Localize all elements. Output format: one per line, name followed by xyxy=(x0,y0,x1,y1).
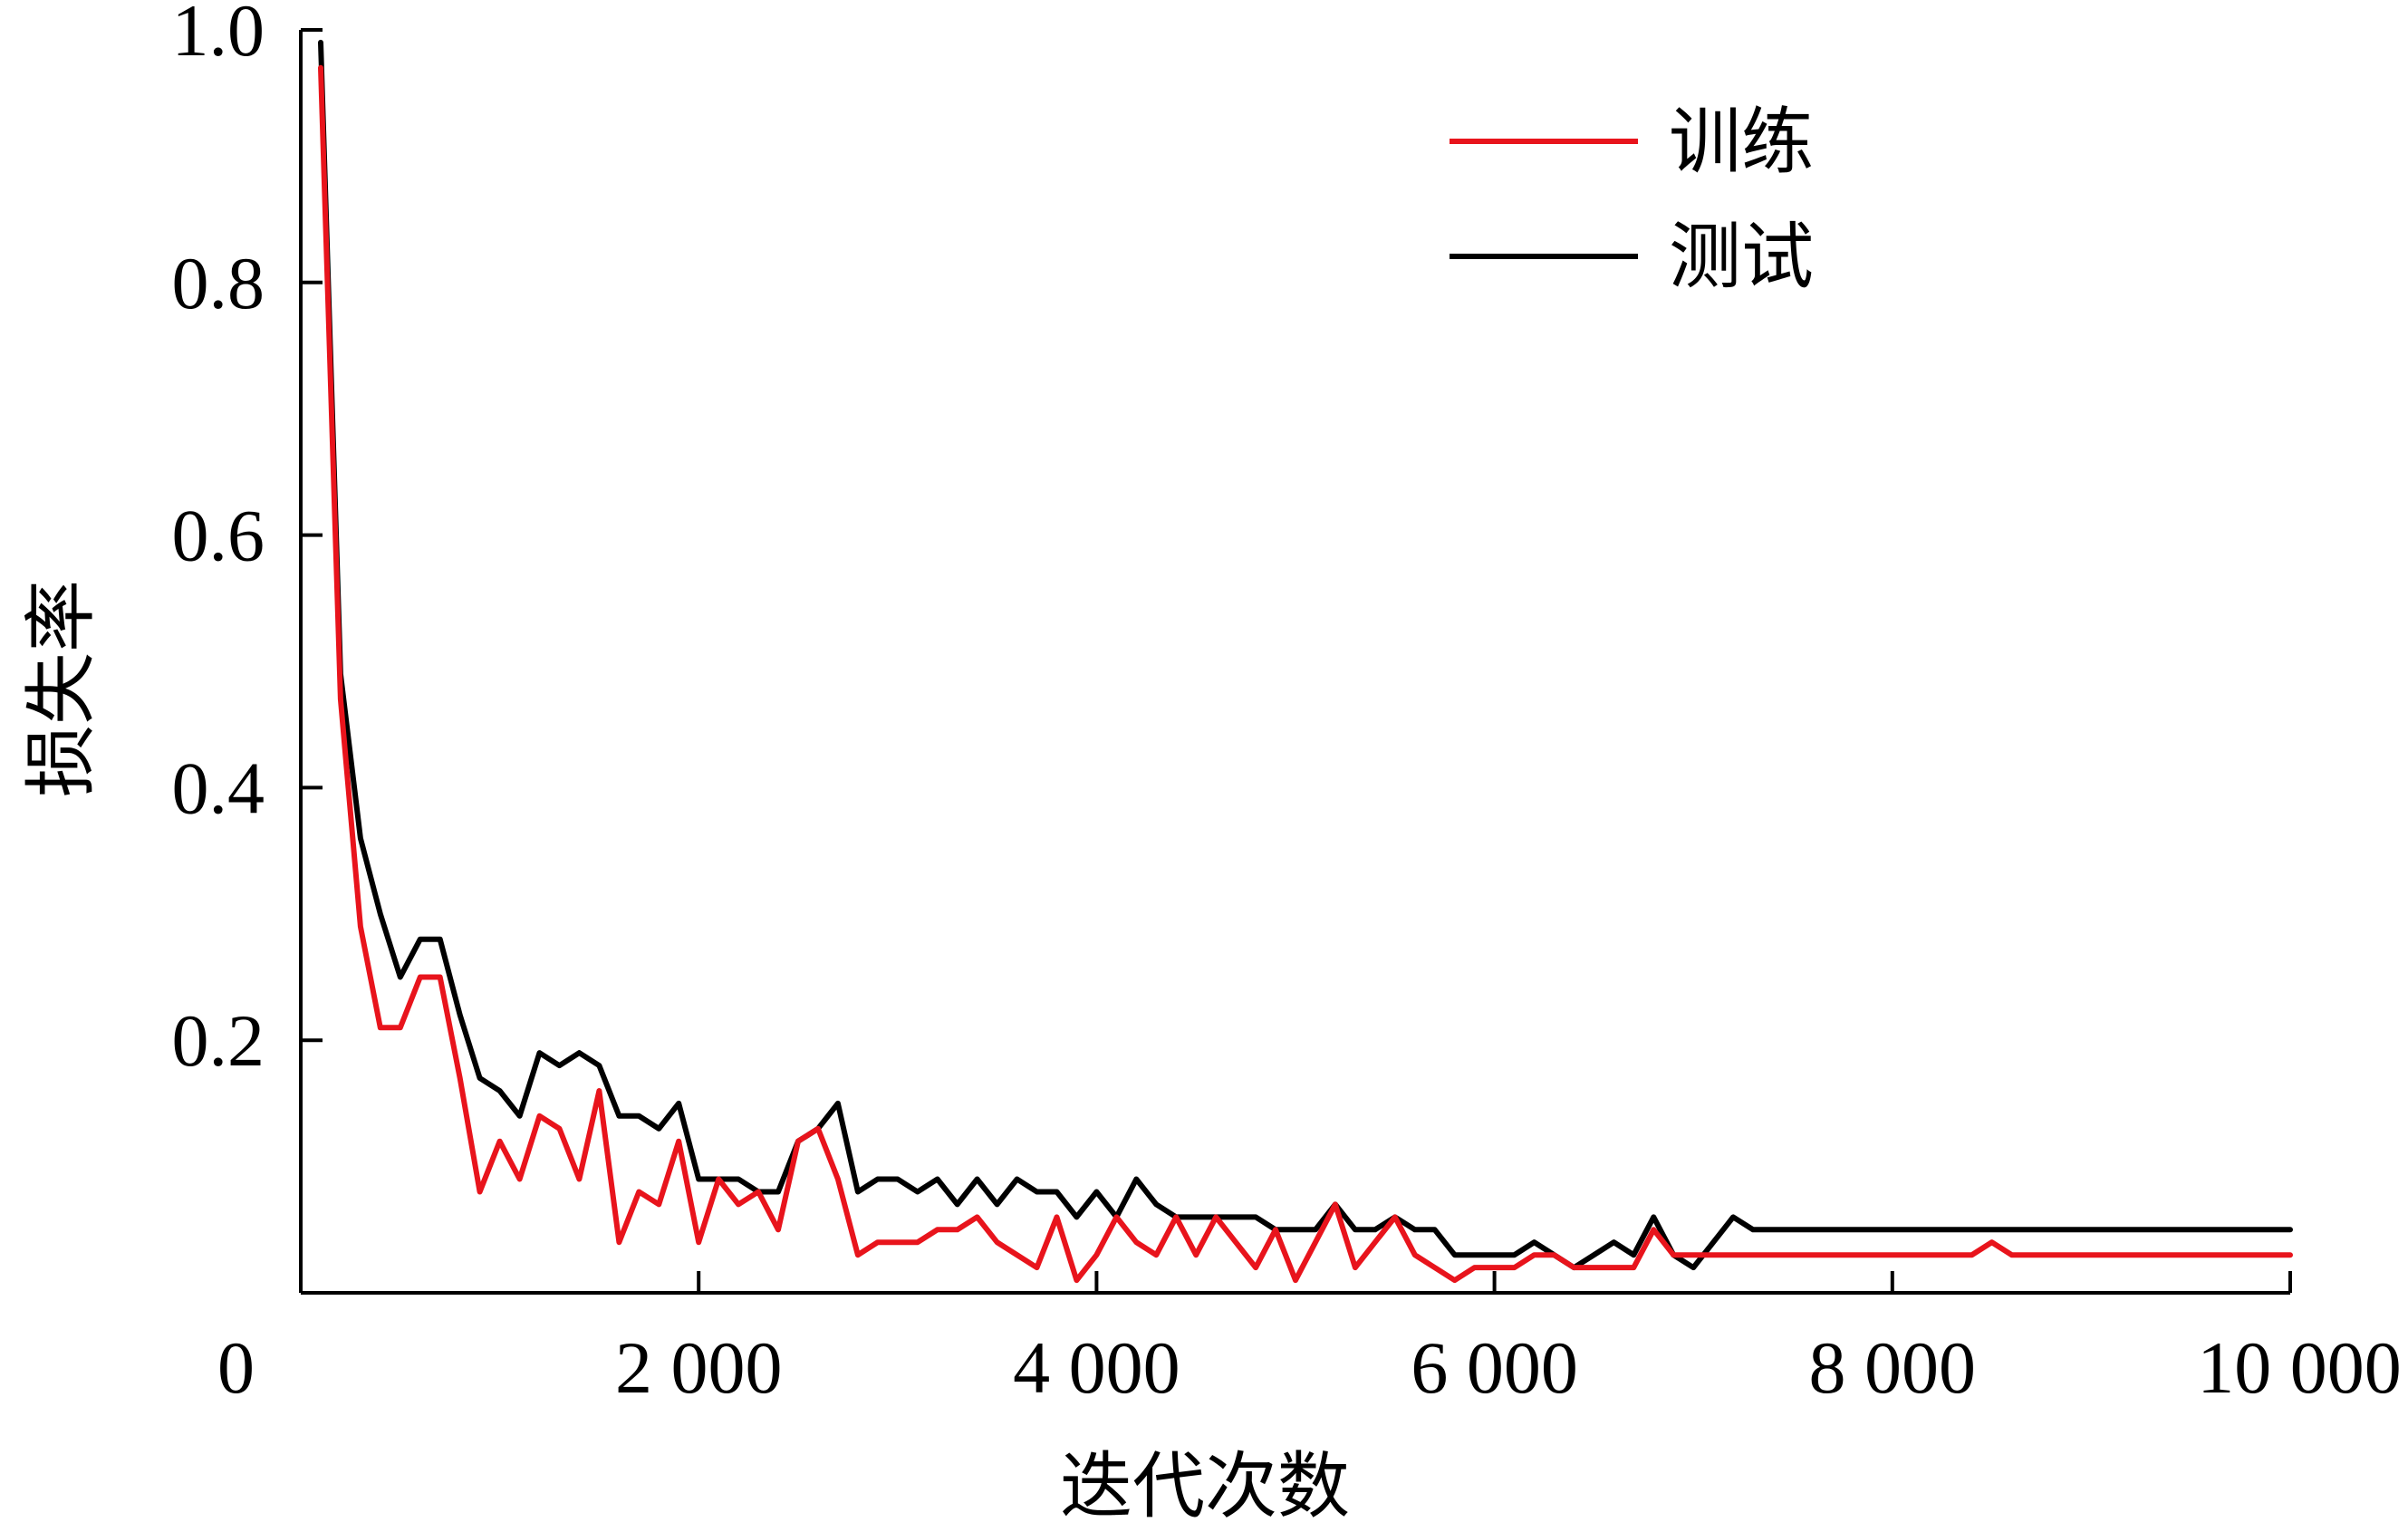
x-tick-label: 0 xyxy=(217,1326,255,1409)
x-tick-label: 4 000 xyxy=(1013,1326,1180,1409)
x-tick-label: 2 000 xyxy=(615,1326,783,1409)
x-tick-label: 6 000 xyxy=(1411,1326,1578,1409)
y-axis-title: 损失率 xyxy=(19,580,103,797)
y-tick-label: 0.6 xyxy=(172,495,265,577)
series-line-train xyxy=(318,64,2293,1284)
x-axis-title: 迭代次数 xyxy=(1060,1444,1350,1528)
y-tick-label: 0.2 xyxy=(172,999,265,1082)
y-tick-label: 0.8 xyxy=(172,242,265,324)
y-tick-label: 1.0 xyxy=(172,0,265,72)
legend-label-test: 测试 xyxy=(1669,215,1814,299)
series-line-test xyxy=(318,39,2293,1271)
x-tick-label: 8 000 xyxy=(1809,1326,1977,1409)
legend-label-train: 训练 xyxy=(1669,100,1814,184)
axes: 0.2 0.4 0.6 0.8 1.0 0 2 000 4 000 6 000 8 000 10 0… xyxy=(172,0,2402,1409)
series-layer xyxy=(318,39,2293,1284)
y-tick-label: 0.4 xyxy=(172,747,265,829)
x-tick-label: 10 000 xyxy=(2197,1326,2402,1409)
